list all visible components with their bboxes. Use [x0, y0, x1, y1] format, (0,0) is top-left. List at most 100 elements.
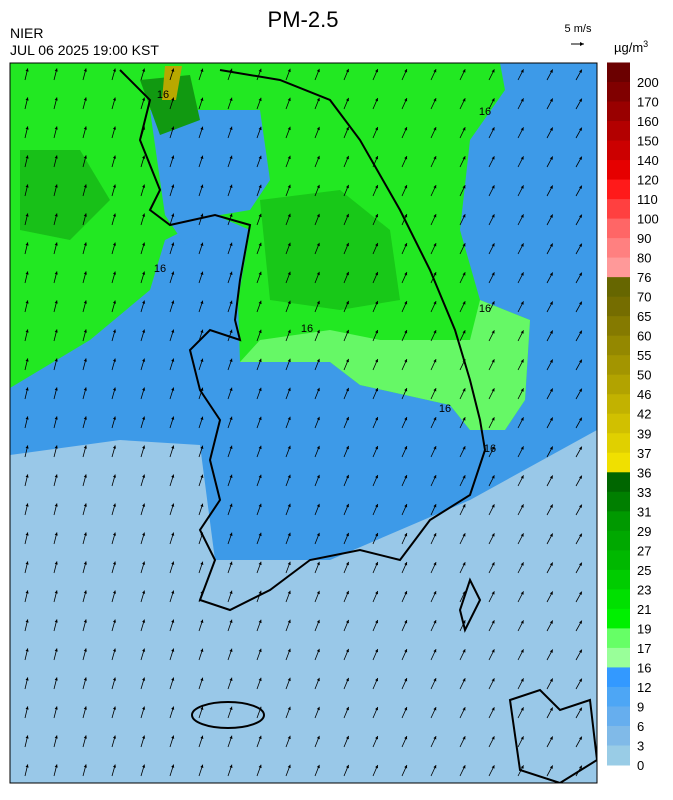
colorbar-segment [607, 257, 630, 278]
wind-arrow-head [25, 387, 29, 391]
wind-arrow-head [578, 678, 582, 682]
wind-arrow-head [316, 416, 320, 421]
sea-light [10, 430, 597, 783]
wind-arrow-head [171, 474, 175, 478]
colorbar-segment [607, 433, 630, 454]
wind-arrow-head [520, 243, 524, 247]
wind-arrow-head [142, 358, 146, 362]
legend-label: 110 [637, 192, 658, 207]
wind-arrow-head [375, 532, 379, 537]
wind-arrow-head [258, 706, 262, 711]
wind-arrow-head [316, 532, 320, 537]
wind-arrow-head [462, 678, 466, 682]
wind-arrow-head [54, 126, 58, 130]
legend-label: 65 [637, 309, 651, 324]
wind-arrow-head [578, 301, 582, 305]
wind-arrow-head [375, 619, 379, 624]
wind-arrow-head [258, 503, 262, 508]
wind-arrow-head [200, 735, 204, 739]
wind-arrow-head [142, 677, 146, 681]
wind-arrow-head [462, 272, 466, 276]
wind-arrow-head [200, 213, 204, 217]
wind-arrow-head [404, 446, 408, 450]
wind-arrow-head [345, 503, 349, 508]
wind-arrow-head [462, 301, 466, 305]
wind-arrow-head [375, 97, 379, 102]
wind-arrow-head [287, 445, 291, 450]
title: PM-2.5 [268, 7, 339, 32]
wind-arrow-head [54, 213, 58, 217]
legend-label: 50 [637, 368, 651, 383]
wind-arrow-head [171, 706, 175, 710]
wind-arrow-head [491, 272, 495, 276]
wind-arrow-head [112, 445, 116, 449]
wind-arrow-head [258, 677, 262, 682]
wind-arrow-head [375, 648, 379, 653]
wind-arrow-head [316, 184, 320, 189]
legend-label: 36 [637, 465, 651, 480]
colorbar-segment [607, 589, 630, 610]
wind-arrow-head [112, 735, 116, 739]
wind-arrow-head [83, 126, 87, 130]
agency: NIER [10, 25, 43, 41]
wind-arrow-head [200, 416, 204, 420]
wind-arrow-head [54, 387, 58, 391]
darker-green-west [20, 150, 110, 240]
wind-arrow-head [171, 416, 175, 420]
light-green-area [240, 300, 530, 430]
wind-arrow-head [578, 649, 582, 653]
wind-arrow-head [433, 765, 437, 769]
wind-arrow-head [112, 358, 116, 362]
wind-arrow-head [345, 242, 349, 247]
wind-arrow-head [345, 416, 349, 421]
wind-arrow-head [25, 735, 29, 739]
wind-arrow-head [549, 69, 553, 73]
wind-arrow-head [462, 475, 466, 479]
wind-arrow-head [229, 735, 233, 740]
wind-arrow-head [578, 214, 582, 218]
colorbar-segment [607, 316, 630, 337]
wind-arrow-head [112, 532, 116, 536]
wind-arrow-head [287, 648, 291, 653]
wind-arrow-head [316, 677, 320, 682]
wind-arrow-head [578, 388, 582, 392]
wind-arrow-head [258, 184, 262, 189]
legend-label: 160 [637, 114, 659, 129]
wind-arrow-head [142, 300, 146, 304]
wind-arrow-head [462, 591, 466, 595]
wind-arrow-head [578, 98, 582, 102]
tsushima [458, 577, 482, 633]
wind-arrow-head [491, 591, 495, 595]
wind-arrow-head [433, 446, 437, 450]
wind-arrow-head [54, 677, 58, 681]
wind-arrow-head [520, 591, 524, 595]
wind-arrow-head [578, 127, 582, 131]
wind-arrow-head [142, 735, 146, 739]
wind-arrow-head [287, 764, 291, 769]
wind-arrow-head [433, 359, 437, 363]
wind-arrow-head [200, 474, 204, 478]
wind-arrow-head [54, 619, 58, 623]
wind-arrow-head [345, 532, 349, 537]
wind-arrow-head [54, 358, 58, 362]
wind-arrow-head [462, 156, 466, 160]
wind-arrow-head [491, 330, 495, 334]
legend-label: 60 [637, 329, 651, 344]
wind-arrow-head [549, 417, 553, 421]
wind-arrow-head [112, 329, 116, 333]
wind-arrow-head [316, 242, 320, 247]
wind-arrow-head [171, 735, 175, 739]
wind-arrow-head [83, 706, 87, 710]
wind-arrow-head [491, 678, 495, 682]
wind-arrow-head [578, 707, 582, 711]
wind-arrow-head [404, 678, 408, 682]
wind-arrow-head [287, 416, 291, 421]
wind-arrow-head [316, 358, 320, 363]
wind-arrow-head [171, 561, 175, 565]
wind-arrow-head [404, 591, 408, 595]
wind-arrow-head [462, 330, 466, 334]
wind-arrow-head [375, 706, 379, 711]
wind-arrow-head [142, 184, 146, 188]
blue-area [150, 110, 270, 245]
